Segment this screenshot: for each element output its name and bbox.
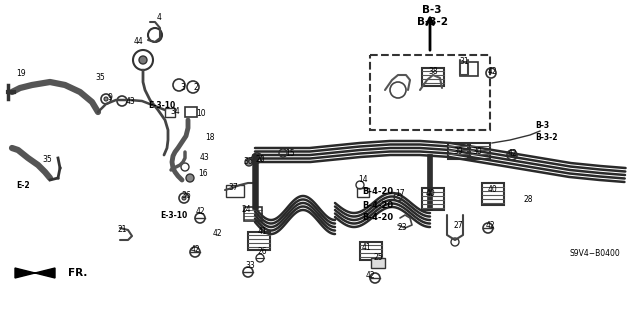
- Text: 21: 21: [118, 226, 127, 234]
- Circle shape: [104, 97, 108, 101]
- Text: 4: 4: [157, 13, 161, 23]
- Text: 24: 24: [242, 205, 252, 214]
- Text: 36: 36: [181, 190, 191, 199]
- Text: B-4-20: B-4-20: [362, 201, 393, 210]
- Bar: [244, 207, 262, 221]
- Text: 42: 42: [195, 207, 205, 217]
- Bar: [470, 143, 490, 159]
- Bar: [226, 185, 244, 197]
- Text: 28: 28: [523, 195, 532, 204]
- Text: 33: 33: [245, 261, 255, 270]
- Text: 39: 39: [453, 147, 463, 157]
- Text: 9: 9: [107, 93, 112, 101]
- Polygon shape: [15, 268, 55, 278]
- Text: B-4-20: B-4-20: [362, 213, 393, 222]
- Bar: [185, 107, 197, 117]
- Text: 38: 38: [428, 66, 438, 76]
- Text: B-3-2: B-3-2: [535, 132, 557, 142]
- Text: 42: 42: [365, 271, 375, 279]
- Text: B-3: B-3: [422, 5, 442, 15]
- Bar: [370, 55, 490, 130]
- Text: 35: 35: [95, 72, 105, 81]
- Text: 27: 27: [453, 220, 463, 229]
- Text: 42: 42: [190, 244, 200, 254]
- Text: 41: 41: [362, 243, 372, 253]
- Circle shape: [139, 56, 147, 64]
- Text: 43: 43: [200, 152, 210, 161]
- Bar: [357, 188, 369, 197]
- Text: 37: 37: [228, 183, 237, 192]
- Text: B-3-2: B-3-2: [417, 17, 447, 27]
- Text: 15: 15: [285, 149, 294, 158]
- Text: 3: 3: [180, 84, 185, 93]
- Text: FR.: FR.: [68, 268, 88, 278]
- Text: 42: 42: [487, 68, 497, 77]
- Text: 25: 25: [374, 254, 383, 263]
- Text: 17: 17: [395, 189, 404, 198]
- Text: 16: 16: [198, 168, 207, 177]
- Text: 31: 31: [459, 57, 468, 66]
- Circle shape: [186, 174, 194, 182]
- Bar: [448, 143, 468, 159]
- Text: B-4-20: B-4-20: [362, 188, 393, 197]
- Text: 35: 35: [42, 155, 52, 165]
- Text: 42: 42: [485, 220, 495, 229]
- Bar: [360, 242, 382, 260]
- Text: 34: 34: [170, 108, 180, 116]
- Text: 23: 23: [398, 224, 408, 233]
- Bar: [422, 68, 444, 86]
- Text: 2: 2: [194, 84, 199, 93]
- Text: E-3-10: E-3-10: [160, 211, 188, 219]
- Text: 40: 40: [488, 184, 498, 194]
- Text: E-2: E-2: [16, 181, 29, 189]
- Text: 44: 44: [134, 38, 144, 47]
- Bar: [422, 188, 444, 210]
- Text: B-3: B-3: [535, 121, 549, 130]
- Text: 14: 14: [358, 175, 367, 184]
- Circle shape: [255, 156, 259, 160]
- Bar: [460, 62, 478, 76]
- Bar: [371, 258, 385, 268]
- Text: 41: 41: [258, 227, 268, 236]
- Text: 18: 18: [205, 132, 214, 142]
- Text: S9V4−B0400: S9V4−B0400: [569, 249, 620, 258]
- Text: 42: 42: [212, 228, 222, 238]
- Text: 43: 43: [126, 97, 136, 106]
- Text: 19: 19: [16, 69, 26, 78]
- Text: 40: 40: [426, 189, 436, 197]
- Bar: [482, 183, 504, 205]
- Circle shape: [182, 196, 186, 200]
- Text: 26: 26: [257, 248, 267, 256]
- Text: E-3-10: E-3-10: [148, 100, 175, 109]
- Bar: [165, 108, 175, 117]
- Bar: [248, 232, 270, 250]
- Text: 36: 36: [243, 158, 253, 167]
- Circle shape: [245, 158, 253, 166]
- Text: 30: 30: [472, 147, 482, 157]
- Text: 20: 20: [256, 155, 266, 165]
- Text: 42: 42: [507, 150, 517, 159]
- Text: 10: 10: [196, 109, 205, 118]
